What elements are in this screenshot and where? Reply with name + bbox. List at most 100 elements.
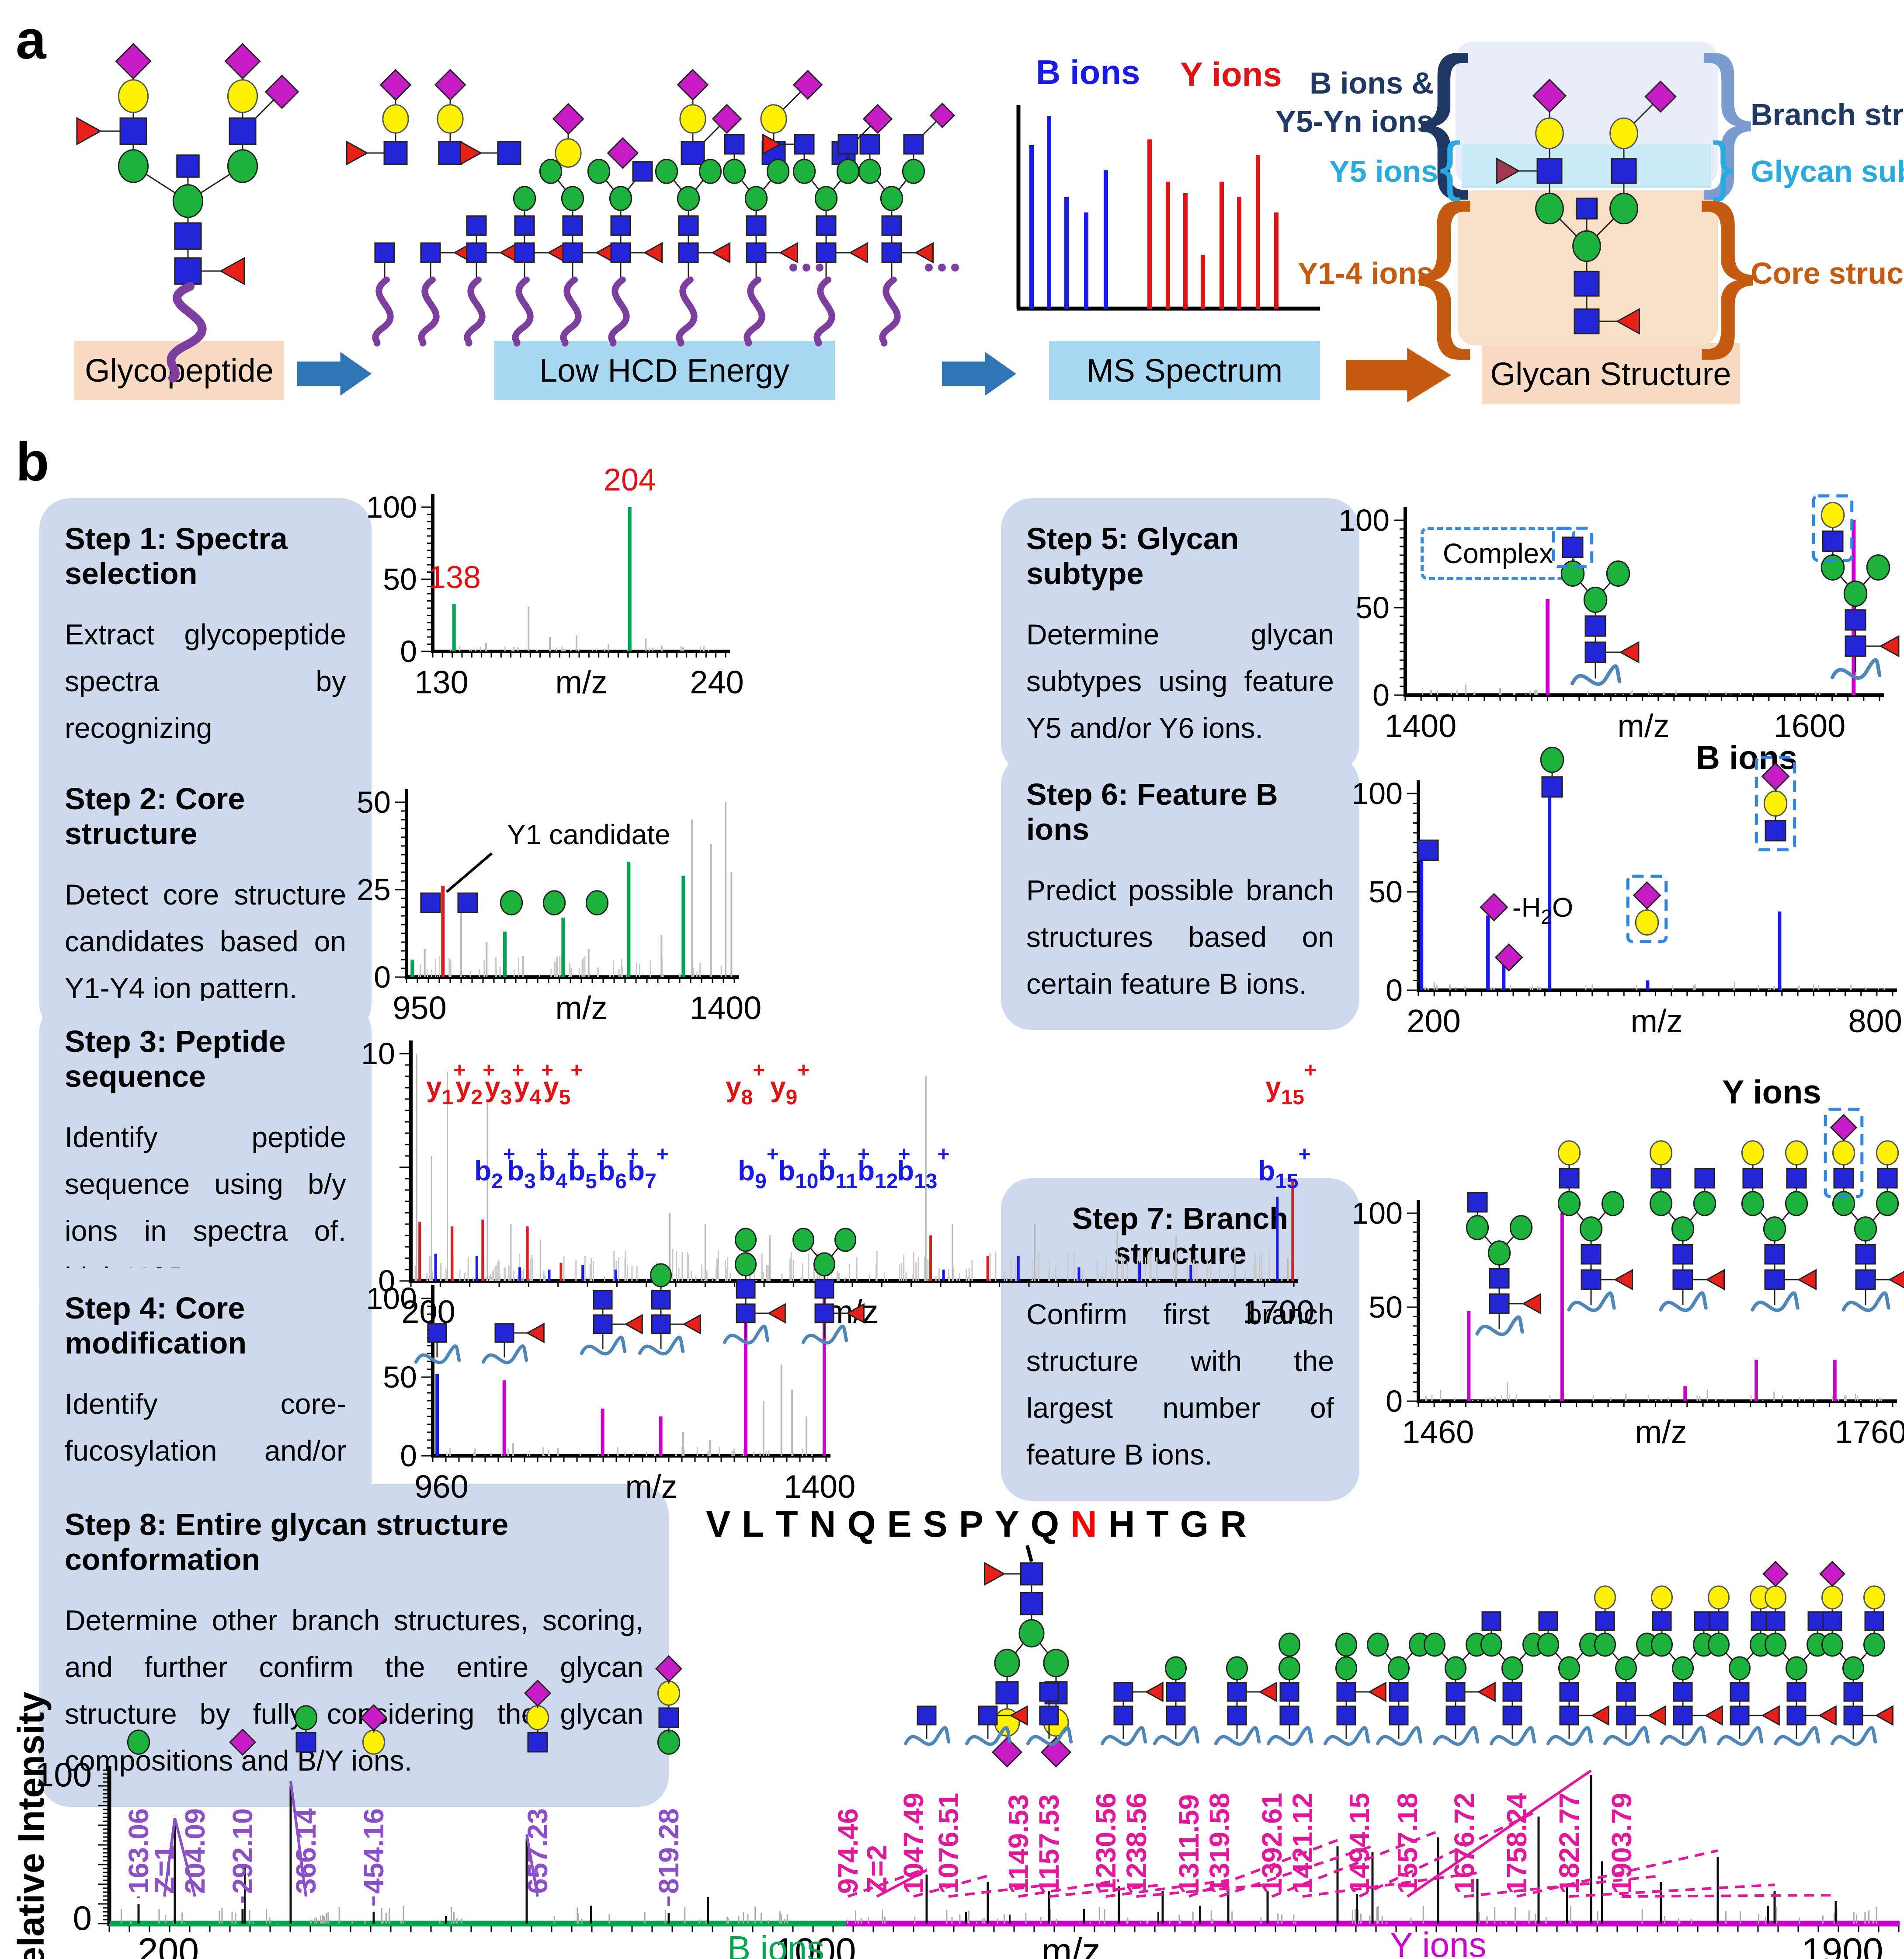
step2-spectrum: 0 25 50 950 m/z 1400 [357,785,761,1026]
step1-title: Step 1: Spectra selection [65,522,288,591]
panel-a-label: a [16,10,46,70]
svg-text:b6+: b6+ [598,1143,639,1193]
svg-text:50: 50 [383,562,417,596]
svg-text:y8+: y8+ [726,1059,765,1109]
svg-text:1494.15: 1494.15 [1344,1793,1375,1894]
svg-text:}: } [1699,170,1756,362]
step5-spectrum: 0 50 100 1400 m/z 1600 [1338,494,1900,744]
svg-text:0: 0 [73,1899,92,1937]
peptide-letter-15: R [1220,1503,1247,1545]
svg-text:819.28: 819.28 [653,1808,684,1894]
svg-text:950: 950 [393,990,446,1026]
svg-text:1149.53: 1149.53 [1003,1794,1034,1894]
svg-text:0: 0 [400,634,417,668]
svg-text:y15+: y15+ [1265,1059,1317,1109]
legend-y14-ions: Y1-4 ions [1297,256,1434,290]
svg-text:200: 200 [1407,1003,1460,1039]
legend-glycan-subtypes: Glycan subtypes [1751,154,1904,188]
step6-box: Step 6: Feature B ions Predict possible … [1001,754,1359,1030]
step6-spectrum: 0 50 100 200 m/z 800 -H2O [1352,746,1902,1039]
svg-text:{: { [1418,25,1471,202]
svg-text:0: 0 [400,1439,417,1473]
svg-text:50: 50 [1369,1290,1403,1324]
svg-text:50: 50 [1369,875,1403,909]
svg-text:b4+: b4+ [539,1143,580,1193]
step2-title: Step 2: Core structure [65,782,245,851]
svg-text:-H2O: -H2O [1512,893,1573,928]
legend-core-structures: Core structures [1751,256,1904,290]
legend-bions-y5yn-line2: Y5-Yn ions [1275,104,1434,139]
svg-text:204: 204 [604,463,656,498]
step2-body: Detect core structure candidates based o… [65,878,346,1004]
svg-text:m/z: m/z [555,990,607,1026]
svg-text:1392.61: 1392.61 [1256,1793,1288,1894]
svg-text:1076.51: 1076.51 [933,1793,964,1894]
y-ions-label: Y ions [1180,55,1282,94]
svg-text:100: 100 [35,1755,92,1794]
svg-text:960: 960 [414,1468,468,1505]
svg-text:25: 25 [357,873,391,907]
svg-text:50: 50 [357,785,391,819]
svg-text:b10+: b10+ [778,1143,831,1193]
step3-spectrum: 010200m/z1700y1+y2+y3+y4+y5+y8+y9+y15+b2… [361,1037,1317,1330]
svg-text:1760: 1760 [1835,1414,1904,1450]
svg-text:y4+: y4+ [514,1059,553,1109]
peptide-letter-6: E [887,1503,912,1545]
svg-text:y9+: y9+ [770,1059,810,1109]
step6-body: Predict possible branch structures based… [1026,874,1334,1000]
peptide-letter-2: L [742,1503,764,1545]
peptide-letter-12: H [1108,1503,1135,1545]
step6-title: Step 6: Feature B ions [1026,777,1278,846]
svg-text:1822.77: 1822.77 [1553,1793,1585,1894]
svg-text:m/z: m/z [1617,708,1669,744]
svg-text:1557.18: 1557.18 [1392,1793,1423,1894]
panel-a-art [76,43,1451,403]
stage-ms-spectrum-label: MS Spectrum [1086,352,1283,389]
peptide-letter-1: V [706,1503,731,1545]
stage-glycan-structure-label: Glycan Structure [1490,355,1731,392]
step7-spectrum: 0 50 100 1460 m/z 1760 [1352,1107,1904,1450]
peptide-letter-5: Q [847,1503,876,1545]
svg-text:b12+: b12+ [858,1143,910,1193]
step5-box: Step 5: Glycan subtype Determine glycan … [1001,498,1359,774]
step5-title: Step 5: Glycan subtype [1026,522,1239,591]
peptide-letter-10: Q [1030,1503,1060,1545]
svg-text:0: 0 [1386,973,1403,1007]
stage-glycopeptide: Glycopeptide [74,341,284,400]
svg-text:y3+: y3+ [485,1059,524,1109]
peptide-letter-3: T [775,1503,798,1545]
svg-text:b5+: b5+ [568,1143,609,1193]
complex-label: Complex [1442,538,1553,569]
svg-text:Z=2: Z=2 [861,1845,893,1894]
peptide-letter-4: N [809,1503,836,1545]
svg-text:240: 240 [690,664,744,700]
b-ions-label: B ions [1036,53,1140,91]
svg-text:1460: 1460 [1402,1414,1474,1450]
svg-text:0: 0 [378,1264,395,1298]
svg-text:50: 50 [383,1360,417,1394]
svg-text:b9+: b9+ [738,1143,779,1193]
step5-body: Determine glycan subtypes using feature … [1026,618,1334,744]
complex-subtype-badge: Complex [1421,527,1575,580]
svg-text:204.09: 204.09 [179,1808,211,1894]
svg-text:366.14: 366.14 [290,1808,322,1894]
step4-spectrum: 0 50 100 960 m/z 1400 [366,1228,865,1505]
stage-ms-spectrum: MS Spectrum [1049,341,1320,400]
svg-text:0: 0 [374,960,391,994]
svg-text:1900: 1900 [1802,1931,1883,1959]
step7-body: Confirm first branch structure with the … [1026,1298,1334,1471]
step7-chart-title: Y ions [1722,1074,1821,1111]
svg-text:130: 130 [414,664,468,700]
peptide-letter-9: Y [994,1503,1019,1545]
step8-glycan [984,1545,1072,1768]
svg-text:163.06: 163.06 [123,1808,154,1894]
svg-text:m/z: m/z [1635,1414,1687,1450]
y1-candidate-annotation: Y1 candidate [507,819,671,850]
svg-text:Y ions: Y ions [1390,1925,1487,1959]
peptide-letter-13: T [1146,1503,1169,1545]
svg-text:b7+: b7+ [628,1143,669,1193]
svg-text:100: 100 [366,490,417,524]
svg-text:1000: 1000 [775,1931,856,1959]
